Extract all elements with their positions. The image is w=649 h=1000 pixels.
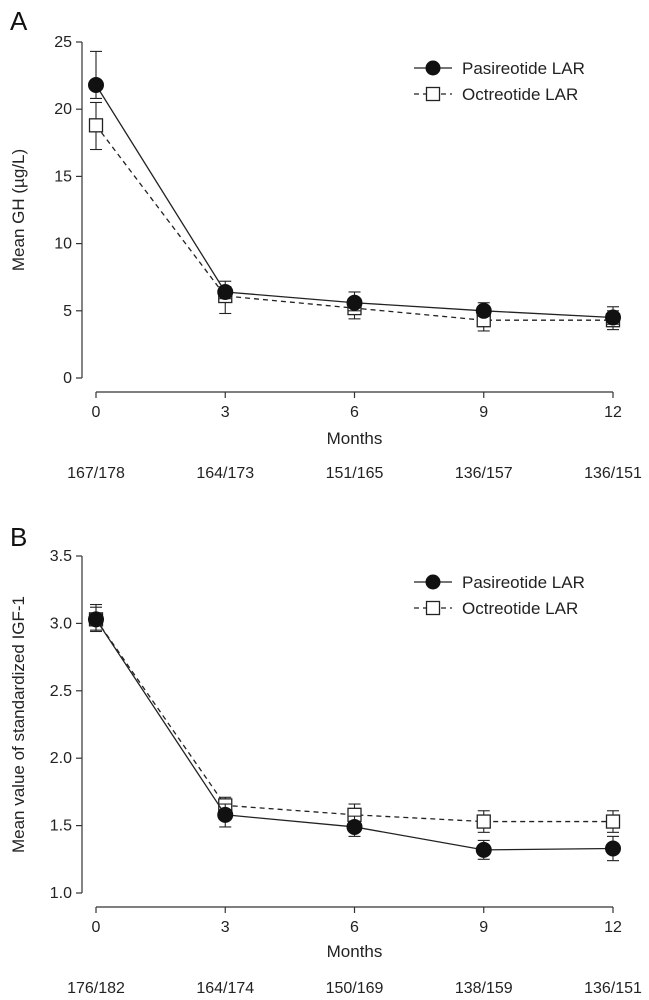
y-axis-title: Mean value of standardized IGF-1 [9,596,28,853]
legend-label-octreotide: Octreotide LAR [462,85,578,104]
n-at-risk-label: 167/178 [67,465,125,482]
y-tick-label: 0 [63,370,72,387]
y-tick-label: 5 [63,303,72,320]
y-tick-label: 2.5 [50,683,72,700]
y-axis-title: Mean GH (µg/L) [9,149,28,271]
n-at-risk-label: 136/151 [584,980,642,997]
legend: Pasireotide LAR Octreotide LAR [414,573,585,618]
x-tick-label: 12 [604,919,622,936]
n-at-risk-label: 136/157 [455,465,513,482]
legend-label-pasireotide: Pasireotide LAR [462,59,585,78]
x-tick-label: 3 [221,404,230,421]
y-tick-label: 15 [54,168,72,185]
x-tick-label: 9 [479,404,488,421]
panel-label: B [10,522,27,552]
data-point [476,814,491,829]
data-point [88,611,104,628]
y-tick-label: 3.5 [50,548,72,565]
legend-marker-octreotide [425,600,441,616]
legend-label-pasireotide: Pasireotide LAR [462,573,585,592]
x-tick-label: 0 [92,919,101,936]
n-at-risk-label: 138/159 [455,980,513,997]
y-tick-label: 1.5 [50,818,72,835]
data-point [217,806,234,823]
data-point [475,302,492,319]
data-point [605,309,621,326]
n-at-risk-label: 151/165 [326,465,384,482]
data-point [605,840,621,857]
y-tick-label: 1.0 [50,885,72,902]
legend: Pasireotide LAR Octreotide LAR [414,59,585,104]
series-octreotide-lar [88,603,621,833]
data-point [346,818,363,835]
data-point [346,294,363,311]
chart-panel-a: A 0 5 10 15 20 25 0 3 6 9 12 Months Mean GH (µg/L) 167… [9,6,642,482]
x-tick-label: 12 [604,404,622,421]
x-tick-label: 6 [350,919,359,936]
y-tick-label: 20 [54,101,72,118]
x-tick-label: 0 [92,404,101,421]
n-at-risk-label: 164/174 [196,980,254,997]
data-point [88,118,104,133]
data-point [475,841,492,858]
n-at-risk-label: 176/182 [67,980,125,997]
legend-label-octreotide: Octreotide LAR [462,599,578,618]
n-at-risk-label: 136/151 [584,465,642,482]
data-point [605,814,621,829]
data-point [88,77,104,94]
panel-label: A [10,6,28,36]
y-tick-label: 3.0 [50,615,72,632]
n-at-risk-label: 150/169 [326,980,384,997]
series-pasireotide-lar [88,50,621,326]
legend-marker-pasireotide [425,574,441,590]
series-line [95,84,614,319]
chart-panel-b: B 1.0 1.5 2.0 2.5 3.0 3.5 0 3 6 9 12 Months Mean valu… [9,522,642,997]
y-tick-label: 25 [54,34,72,51]
data-point [217,283,234,300]
x-tick-label: 6 [350,404,359,421]
x-tick-label: 3 [221,919,230,936]
y-tick-label: 10 [54,236,72,253]
series-pasireotide-lar [88,606,621,862]
legend-marker-octreotide [425,86,441,102]
y-tick-label: 2.0 [50,750,72,767]
series-line [95,618,613,823]
x-axis-title: Months [327,429,383,448]
series-line [95,124,613,321]
x-tick-label: 9 [479,919,488,936]
x-axis-title: Months [327,942,383,961]
legend-marker-pasireotide [425,60,441,76]
n-at-risk-label: 164/173 [196,465,254,482]
